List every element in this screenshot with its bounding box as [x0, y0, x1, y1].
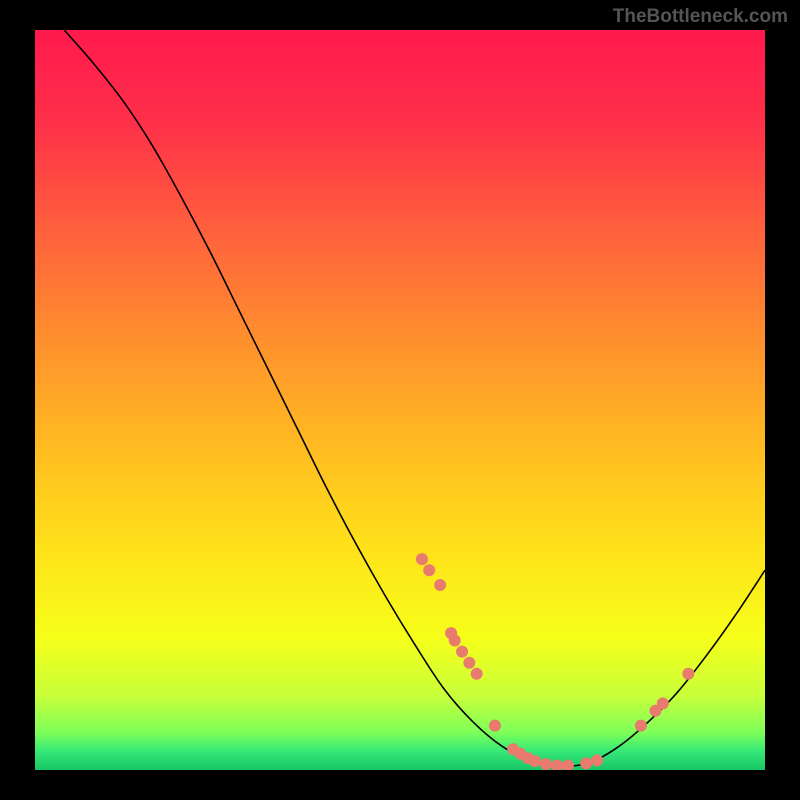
- data-marker: [423, 564, 435, 576]
- data-marker: [416, 553, 428, 565]
- data-marker: [449, 635, 461, 647]
- data-marker: [551, 760, 563, 770]
- bottleneck-curve: [64, 30, 765, 766]
- data-marker: [635, 720, 647, 732]
- data-marker: [434, 579, 446, 591]
- curve-layer: [35, 30, 765, 770]
- data-marker: [471, 668, 483, 680]
- data-marker: [580, 757, 592, 769]
- data-marker: [489, 720, 501, 732]
- data-marker: [463, 657, 475, 669]
- data-marker: [529, 755, 541, 767]
- data-marker: [562, 760, 574, 770]
- plot-area: [35, 30, 765, 770]
- data-marker: [540, 758, 552, 770]
- watermark-text: TheBottleneck.com: [613, 6, 788, 28]
- data-marker: [657, 697, 669, 709]
- data-marker: [682, 668, 694, 680]
- data-marker: [456, 646, 468, 658]
- data-marker: [591, 754, 603, 766]
